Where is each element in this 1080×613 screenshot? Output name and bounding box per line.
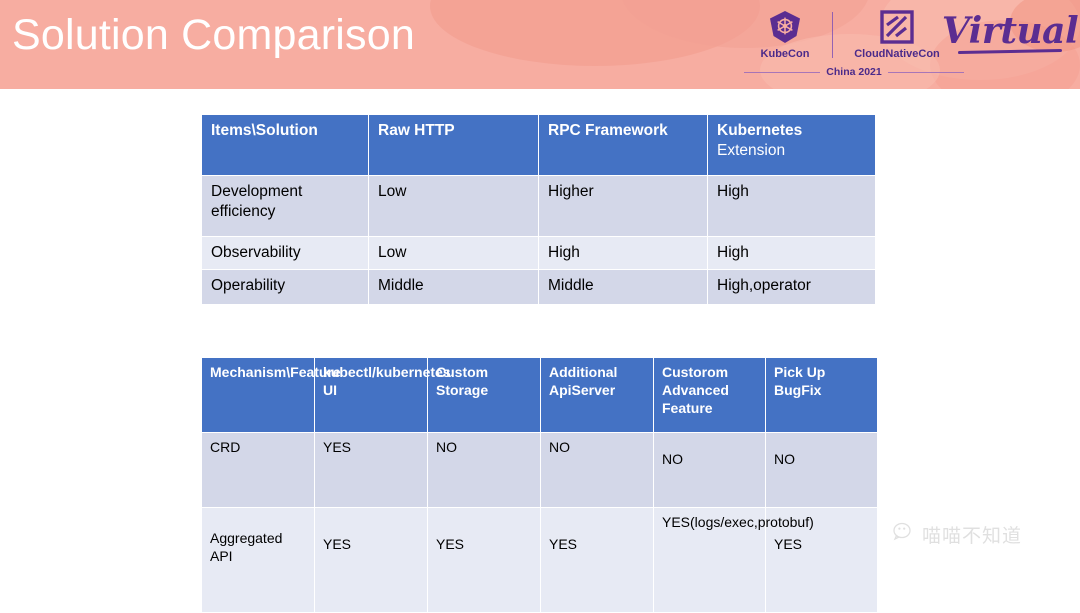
slide-header-band	[0, 0, 1080, 89]
table1-cell: High	[708, 176, 875, 236]
edition-label: China 2021	[826, 66, 882, 78]
kubecon-label: KubeCon	[760, 48, 810, 60]
table1-cell: Observability	[202, 237, 368, 269]
table1-cell: Middle	[369, 269, 538, 304]
edition-rule-right	[887, 71, 965, 73]
table1-cell: Higher	[539, 176, 707, 236]
table2-header-cell: kubectl/kubernetes UI	[315, 358, 451, 432]
event-logo-lockup: KubeCon CloudNativeCon China 2021 Virtua…	[740, 4, 1079, 86]
watermark: 喵喵不知道	[893, 521, 1022, 548]
virtual-badge: Virtual	[940, 10, 1080, 55]
table1-cell: Middle	[539, 269, 707, 304]
table2-header-cell: Mechanism\Feature	[202, 358, 341, 432]
table2-cell: YES	[428, 508, 540, 612]
edition-row: China 2021	[744, 66, 965, 78]
table-row: Operability Middle Middle High,operator	[202, 269, 875, 304]
table2-cell: YES	[766, 508, 877, 612]
table2-cell: YES(logs/exec,protobuf)	[654, 508, 814, 612]
table2-cell: YES	[541, 508, 653, 612]
page-title: Solution Comparison	[12, 11, 415, 59]
table2-cell: NO	[541, 433, 653, 507]
table2-cell: YES	[315, 508, 427, 612]
table1-cell: Low	[369, 176, 538, 236]
wechat-icon	[893, 522, 915, 547]
table1-header-cell: Kubernetes Extension	[708, 115, 875, 175]
cloudnativecon-logo: CloudNativeCon	[836, 8, 958, 60]
table2-header-cell: Pick Up BugFix	[766, 358, 877, 432]
table2-header-cell: Custorom Advanced Feature	[654, 358, 765, 432]
table1-cell: High	[708, 237, 875, 269]
table-row: Observability Low High High	[202, 237, 875, 269]
table-row: Aggregated API YES YES YES YES(logs/exec…	[202, 508, 877, 612]
table-header-row: Items\Solution Raw HTTP RPC Framework Ku…	[202, 115, 875, 175]
table1-cell: High	[539, 237, 707, 269]
table2-cell: NO	[654, 433, 765, 507]
table1-cell: Low	[369, 237, 538, 269]
cncf-square-icon	[836, 8, 958, 46]
table2-cell: NO	[766, 433, 877, 507]
table1-header-cell: RPC Framework	[539, 115, 707, 175]
table1-header-cell: Items\Solution	[202, 115, 368, 175]
table-header-row: Mechanism\Feature kubectl/kubernetes UI …	[202, 358, 877, 432]
kubecon-logo: KubeCon	[746, 8, 824, 60]
mechanism-feature-table: Mechanism\Feature kubectl/kubernetes UI …	[201, 357, 878, 613]
table1-cell: Operability	[202, 269, 368, 304]
table2-header-cell: Additional ApiServer	[541, 358, 653, 432]
table-row: Development efficiency Low Higher High	[202, 176, 875, 236]
table2-cell: Aggregated API	[202, 508, 314, 612]
table2-cell: YES	[315, 433, 427, 507]
virtual-label: Virtual	[941, 10, 1079, 52]
kubernetes-helm-icon	[746, 8, 824, 46]
table2-cell: NO	[428, 433, 540, 507]
table1-header-subtext: Extension	[717, 141, 786, 159]
table2-cell: CRD	[202, 433, 314, 507]
watermark-label: 喵喵不知道	[922, 525, 1023, 547]
table2-header-cell: Custom Storage	[428, 358, 540, 432]
solution-comparison-table: Items\Solution Raw HTTP RPC Framework Ku…	[201, 114, 876, 305]
table-row: CRD YES NO NO NO NO	[202, 433, 877, 507]
table1-header-cell: Raw HTTP	[369, 115, 538, 175]
table1-cell: High,operator	[708, 269, 875, 304]
edition-rule-left	[744, 71, 821, 73]
cloudnativecon-label: CloudNativeCon	[854, 48, 940, 60]
table1-cell: Development efficiency	[202, 176, 368, 236]
logo-divider	[832, 12, 833, 58]
